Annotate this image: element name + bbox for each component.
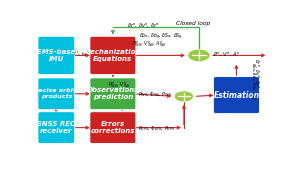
- Text: $P_{GPS},\,\Phi_{GPS},\,P_{GPS}$: $P_{GPS},\,\Phi_{GPS},\,P_{GPS}$: [138, 124, 175, 133]
- Text: Errors
corrections: Errors corrections: [91, 121, 135, 134]
- Text: $P^n,\,V^n,\,A^n$: $P^n,\,V^n,\,A^n$: [213, 50, 240, 58]
- Circle shape: [188, 49, 210, 62]
- Text: GNSS REO
receiver: GNSS REO receiver: [36, 121, 76, 134]
- Text: $\delta b_a,\,\delta b_g,\,\delta S_a,\,\delta S_g$: $\delta b_a,\,\delta b_g,\,\delta S_a,\,…: [139, 31, 183, 42]
- Text: $\delta b_a,\,\delta b_g,\,\delta S_a,\,\delta S_g$: $\delta b_a,\,\delta b_g,\,\delta S_a,\,…: [248, 62, 257, 100]
- Text: $\delta r^n,\,\delta v^n,\,\delta r^n$: $\delta r^n,\,\delta v^n,\,\delta r^n$: [253, 58, 261, 88]
- Text: MEMS-based
IMU: MEMS-based IMU: [31, 49, 81, 62]
- Text: $P^n_{INS},\,V^n_{INS}$: $P^n_{INS},\,V^n_{INS}$: [108, 80, 130, 90]
- Text: Precise orbital
products: Precise orbital products: [31, 88, 82, 99]
- FancyBboxPatch shape: [38, 112, 75, 143]
- Text: Estimation: Estimation: [213, 91, 260, 100]
- Text: Mechanization
Equations: Mechanization Equations: [84, 49, 142, 62]
- FancyBboxPatch shape: [90, 112, 136, 143]
- Text: Observations
prediction: Observations prediction: [87, 87, 139, 100]
- Text: $P_{INS},\,\Phi_{INS},\,P_{INS}$: $P_{INS},\,\Phi_{INS},\,P_{INS}$: [138, 90, 172, 99]
- Text: $\delta r^n,\,\delta v^n,\,\delta r^n$: $\delta r^n,\,\delta v^n,\,\delta r^n$: [127, 21, 160, 29]
- Text: $f^b,\,\omega^b$: $f^b,\,\omega^b$: [73, 48, 91, 57]
- FancyBboxPatch shape: [90, 36, 136, 75]
- FancyBboxPatch shape: [38, 78, 75, 110]
- Circle shape: [174, 91, 194, 102]
- FancyBboxPatch shape: [213, 77, 260, 114]
- FancyBboxPatch shape: [38, 36, 75, 75]
- Text: $P^n_{INS},\,V^n_{INS},\,A^n_{INS}$: $P^n_{INS},\,V^n_{INS},\,A^n_{INS}$: [132, 40, 167, 49]
- FancyBboxPatch shape: [90, 78, 136, 110]
- Text: Closed loop: Closed loop: [176, 21, 210, 26]
